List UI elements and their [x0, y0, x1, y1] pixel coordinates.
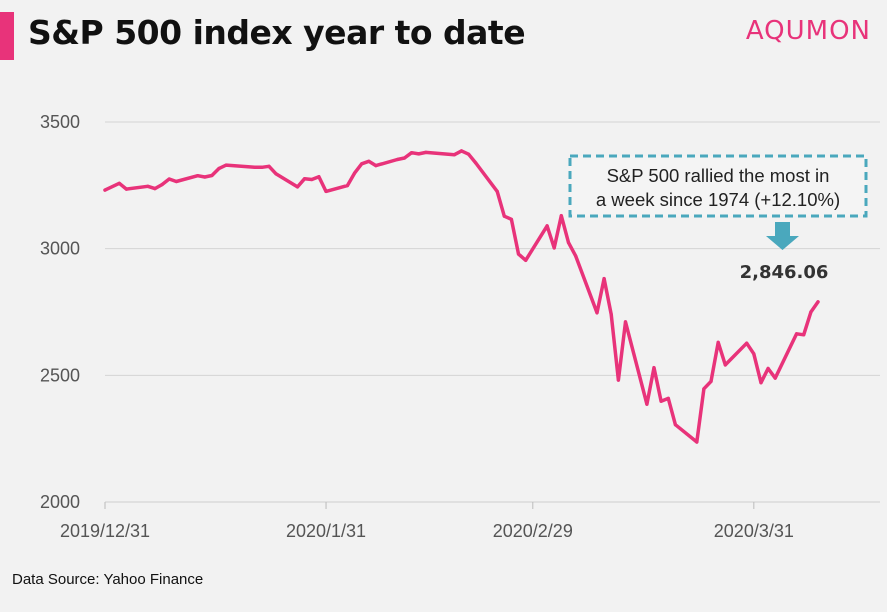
data-source: Data Source: Yahoo Finance — [12, 571, 204, 588]
callout-box — [568, 154, 868, 218]
data-point — [417, 152, 421, 156]
data-point — [745, 341, 749, 345]
data-point — [224, 163, 228, 167]
data-point — [345, 184, 349, 188]
data-point — [210, 173, 214, 178]
y-tick-label: 3500 — [40, 112, 80, 132]
callout-arrow-icon — [766, 222, 799, 250]
data-point — [424, 150, 428, 154]
data-point — [374, 164, 378, 168]
data-point — [324, 189, 328, 193]
y-tick-label: 3000 — [40, 239, 80, 259]
x-tick-label: 2020/3/31 — [714, 521, 794, 541]
data-point — [595, 311, 599, 315]
data-point — [267, 164, 271, 168]
data-point — [217, 166, 221, 170]
data-point — [196, 174, 200, 178]
brand-logo: AQUMON — [745, 16, 871, 46]
data-point — [260, 165, 264, 169]
data-point — [752, 352, 756, 356]
title-accent-bar — [0, 12, 14, 60]
data-point — [566, 241, 571, 245]
data-point — [574, 254, 578, 258]
callout-line-1: S&P 500 rallied the most in — [607, 165, 830, 186]
data-point — [452, 153, 456, 157]
callout-line-2: a week since 1974 (+12.10%) — [596, 189, 840, 210]
data-point — [124, 187, 128, 191]
y-tick-label: 2000 — [40, 492, 80, 512]
x-tick-label: 2020/2/29 — [493, 521, 573, 541]
data-point — [666, 396, 670, 400]
data-point — [609, 312, 613, 316]
chart-title: S&P 500 index year to date — [28, 13, 526, 52]
data-point — [253, 165, 257, 169]
data-point — [395, 157, 399, 162]
data-point — [167, 177, 171, 181]
data-point — [410, 151, 414, 155]
x-tick-label: 2020/1/31 — [286, 521, 366, 541]
data-point — [602, 277, 606, 281]
data-point — [659, 399, 663, 403]
data-point — [702, 387, 706, 391]
data-point — [495, 189, 499, 193]
data-point — [802, 333, 806, 337]
data-point — [146, 184, 150, 188]
data-point — [516, 252, 521, 256]
data-point — [502, 214, 506, 218]
data-point — [310, 177, 314, 182]
y-tick-label: 2500 — [40, 365, 80, 385]
data-point — [402, 156, 407, 160]
data-point — [709, 379, 713, 383]
data-point — [153, 187, 157, 191]
data-point — [352, 171, 357, 175]
data-point — [652, 366, 656, 370]
data-point — [367, 159, 371, 163]
data-point — [766, 366, 770, 371]
data-point — [673, 423, 678, 427]
data-point — [524, 258, 528, 262]
data-point — [303, 177, 307, 181]
data-point — [317, 175, 321, 179]
y-axis: 2000 2500 3000 3500 — [40, 112, 80, 512]
data-point — [360, 162, 364, 166]
data-point — [723, 363, 727, 367]
data-point — [759, 381, 763, 385]
data-point — [552, 246, 556, 250]
data-point — [174, 179, 178, 184]
data-point — [809, 310, 813, 314]
data-point — [467, 152, 471, 156]
data-point — [795, 332, 799, 336]
data-point — [203, 175, 207, 179]
data-point — [716, 340, 720, 344]
x-axis: 2019/12/31 2020/1/31 2020/2/29 2020/3/31 — [60, 501, 880, 541]
data-point — [459, 149, 464, 153]
data-points — [103, 149, 820, 444]
data-point — [773, 376, 777, 380]
data-point — [295, 185, 300, 189]
data-point — [160, 183, 164, 187]
data-point — [274, 172, 278, 176]
data-point — [474, 161, 478, 165]
data-point — [623, 320, 628, 324]
annotation-callout: S&P 500 rallied the most in a week since… — [568, 154, 868, 283]
last-value-label: 2,846.06 — [740, 262, 829, 283]
data-point — [816, 300, 820, 304]
data-point — [559, 214, 563, 218]
data-point — [695, 440, 699, 444]
data-point — [645, 402, 649, 406]
data-point — [616, 378, 621, 382]
data-point — [545, 224, 549, 228]
series-line — [103, 149, 820, 444]
data-point — [103, 188, 107, 192]
data-point — [117, 181, 121, 185]
data-point — [509, 217, 513, 221]
x-tick-label: 2019/12/31 — [60, 521, 150, 541]
